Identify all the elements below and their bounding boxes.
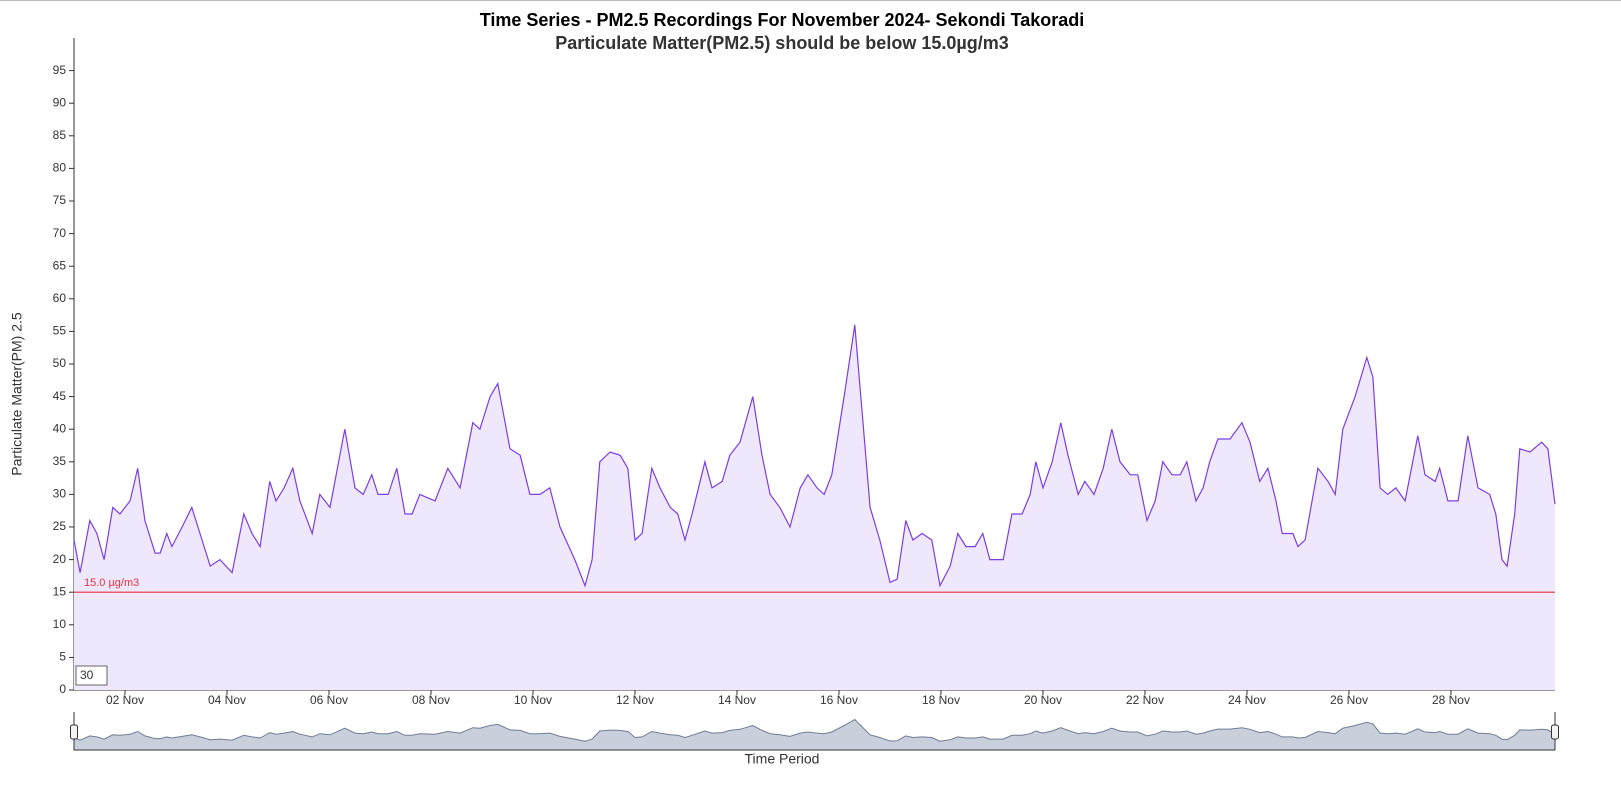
x-tick-label: 18 Nov: [922, 693, 960, 707]
y-tick-label: 45: [53, 389, 67, 403]
series-line: [73, 324, 1556, 588]
y-tick-label: 15: [53, 584, 67, 598]
x-tick-label: 20 Nov: [1024, 693, 1062, 707]
y-tick-label: 70: [53, 226, 67, 240]
y-tick-label: 40: [53, 421, 67, 435]
y-tick-label: 50: [53, 356, 67, 370]
x-tick-label: 04 Nov: [208, 693, 246, 707]
rolling-window-value[interactable]: 30: [80, 668, 94, 682]
y-tick-label: 60: [53, 291, 67, 305]
chart-subtitle: Particulate Matter(PM2.5) should be belo…: [555, 33, 1008, 53]
x-tick-label: 12 Nov: [616, 693, 654, 707]
x-tick-label: 26 Nov: [1330, 693, 1368, 707]
x-tick-label: 02 Nov: [106, 693, 144, 707]
y-tick-label: 10: [53, 617, 67, 631]
rolling-window-input[interactable]: [75, 665, 108, 686]
x-tick-label: 28 Nov: [1432, 693, 1470, 707]
y-axis-title: Particulate Matter(PM) 2.5: [9, 312, 25, 476]
y-tick-label: 80: [53, 161, 67, 175]
x-tick-label: 22 Nov: [1126, 693, 1164, 707]
y-tick-label: 25: [53, 519, 67, 533]
y-tick-label: 65: [53, 258, 67, 272]
x-axis-title: Time Period: [745, 751, 820, 767]
y-tick-label: 30: [53, 487, 67, 501]
y-tick-label: 95: [53, 63, 67, 77]
threshold-label: 15.0 µg/m3: [84, 577, 139, 589]
navigator-handle[interactable]: [1551, 724, 1559, 740]
x-tick-label: 08 Nov: [412, 693, 450, 707]
y-tick-label: 0: [59, 682, 66, 696]
area-fill: [74, 324, 1555, 690]
y-tick-label: 75: [53, 193, 67, 207]
y-tick-label: 90: [53, 95, 67, 109]
y-tick-label: 85: [53, 128, 67, 142]
x-tick-label: 06 Nov: [310, 693, 348, 707]
y-tick-label: 35: [53, 454, 67, 468]
y-tick-label: 55: [53, 324, 67, 338]
navigator-area: [73, 718, 1556, 751]
y-tick-label: 5: [59, 650, 66, 664]
y-tick-label: 20: [53, 552, 67, 566]
x-tick-label: 14 Nov: [718, 693, 756, 707]
chart-title: Time Series - PM2.5 Recordings For Novem…: [480, 10, 1085, 30]
navigator-handle[interactable]: [70, 724, 78, 740]
x-tick-label: 24 Nov: [1228, 693, 1266, 707]
x-tick-label: 10 Nov: [514, 693, 552, 707]
x-tick-label: 16 Nov: [820, 693, 858, 707]
